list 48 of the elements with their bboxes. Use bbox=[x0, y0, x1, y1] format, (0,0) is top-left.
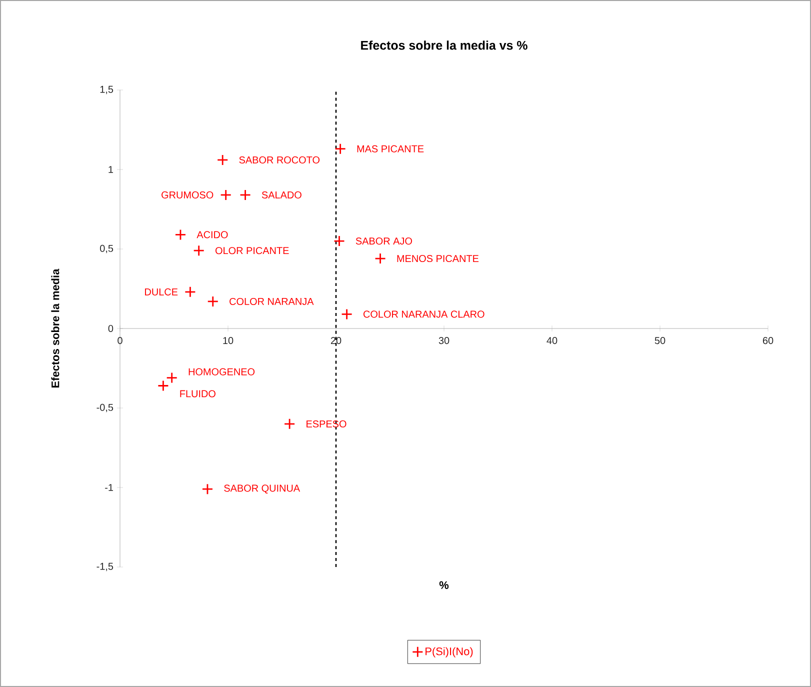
x-tick-label: 20 bbox=[330, 337, 342, 344]
point bbox=[207, 296, 219, 308]
chart-title: Efectos sobre la media vs % bbox=[361, 40, 528, 50]
y-tick-label: 0 bbox=[108, 324, 114, 332]
point bbox=[284, 418, 296, 430]
y-tick-label: 0,5 bbox=[100, 244, 114, 254]
point bbox=[184, 286, 196, 298]
legend-label: P(Si)I(No) bbox=[426, 647, 473, 658]
annotation: GRUMOSO bbox=[162, 191, 214, 198]
x-axis-title: % bbox=[439, 581, 449, 589]
y-tick-label: -0,5 bbox=[96, 404, 114, 412]
point bbox=[174, 228, 186, 240]
x-tick-label: 0 bbox=[118, 337, 122, 344]
x-tick-label: 50 bbox=[654, 337, 666, 344]
annotation: COLOR NARANJA bbox=[230, 298, 314, 305]
point bbox=[202, 483, 214, 495]
y-tick-label: 1,5 bbox=[100, 86, 114, 94]
annotation: MAS PICANTE bbox=[357, 145, 424, 152]
annotation: DULCE bbox=[145, 288, 178, 296]
point bbox=[193, 244, 205, 256]
point bbox=[334, 235, 345, 247]
y-axis-title: Efectos sobre la media bbox=[51, 268, 60, 388]
point bbox=[374, 252, 386, 264]
annotation: SABOR ROCOTO bbox=[239, 156, 320, 164]
point bbox=[341, 308, 352, 320]
annotation: HOMOGENEO bbox=[188, 368, 255, 376]
point bbox=[166, 372, 178, 384]
annotation: FLUIDO bbox=[180, 390, 216, 398]
y-tick-label: 1 bbox=[108, 166, 113, 173]
annotation: ACIDO bbox=[196, 231, 228, 238]
annotation: ESPESO bbox=[306, 420, 346, 428]
point bbox=[240, 189, 251, 201]
point bbox=[216, 154, 228, 166]
y-tick-label: -1 bbox=[105, 484, 113, 491]
annotation: SABOR QUINUA bbox=[224, 484, 300, 494]
annotation: SALADO bbox=[262, 191, 302, 198]
annotation: MENOS PICANTE bbox=[397, 255, 479, 262]
x-tick-label: 10 bbox=[223, 337, 234, 344]
annotation: COLOR NARANJA CLARO bbox=[364, 310, 484, 318]
x-tick-label: 60 bbox=[762, 337, 774, 344]
annotation: OLOR PICANTE bbox=[216, 247, 289, 254]
x-tick-label: 40 bbox=[546, 337, 558, 344]
point bbox=[220, 189, 232, 201]
x-tick-label: 30 bbox=[438, 337, 450, 344]
y-tick-label: -1,5 bbox=[96, 562, 114, 572]
point bbox=[334, 143, 346, 155]
point bbox=[158, 380, 169, 392]
annotation: SABOR AJO bbox=[356, 238, 412, 245]
